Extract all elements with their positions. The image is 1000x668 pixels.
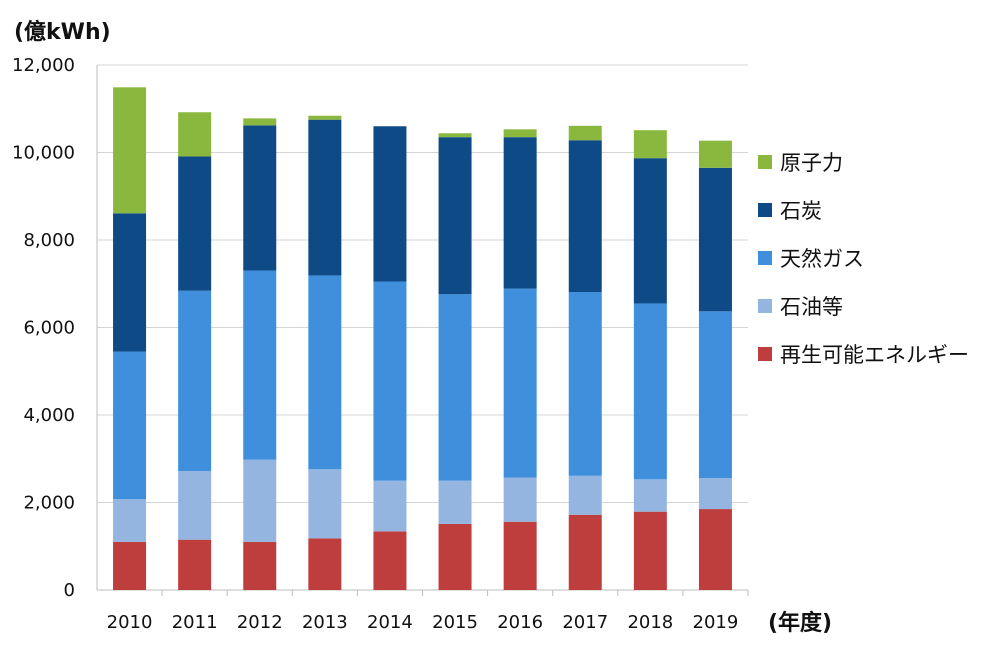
bar-segment: [438, 133, 472, 138]
bar-segment: [243, 118, 277, 126]
bar-segment: [503, 137, 537, 289]
bar-segment: [438, 480, 472, 524]
y-tick-label: 10,000: [12, 143, 75, 164]
bar-segment: [178, 471, 212, 540]
bar-segment: [113, 87, 147, 214]
y-tick-label: 2,000: [23, 493, 75, 514]
bar-segment: [373, 480, 407, 532]
bar-segment: [113, 351, 147, 499]
bar-segment: [698, 167, 732, 312]
x-tick-label: 2019: [693, 612, 739, 633]
bar-segment: [633, 479, 667, 512]
y-tick-label: 8,000: [23, 230, 75, 251]
legend-item: 再生可能エネルギー: [758, 330, 969, 378]
legend-item: 石炭: [758, 186, 969, 234]
bar-segment: [698, 478, 732, 510]
bar-segment: [308, 275, 342, 470]
bar-segment: [243, 459, 277, 542]
bar-segment: [633, 303, 667, 480]
legend-label: 石炭: [780, 199, 822, 223]
x-tick-label: 2010: [107, 612, 153, 633]
x-tick-label: 2016: [497, 612, 543, 633]
bar-segment: [178, 290, 212, 471]
bar-segment: [568, 140, 602, 293]
bar-segment: [438, 137, 472, 295]
bar-segment: [568, 514, 602, 590]
legend-label: 再生可能エネルギー: [780, 343, 969, 367]
bar-segment: [568, 125, 602, 141]
bar-segment: [633, 158, 667, 304]
bar-segment: [568, 292, 602, 476]
bar-segment: [308, 469, 342, 539]
bar-segment: [308, 115, 342, 120]
bar-segment: [308, 538, 342, 590]
legend-swatch: [758, 251, 772, 265]
legend-label: 原子力: [780, 151, 843, 175]
bar-segment: [698, 509, 732, 590]
bar-segment: [438, 294, 472, 481]
legend-item: 原子力: [758, 138, 969, 186]
bar-segment: [113, 541, 147, 590]
bar-segment: [113, 499, 147, 542]
x-tick-label: 2013: [302, 612, 348, 633]
x-tick-label: 2015: [432, 612, 478, 633]
bar-segment: [308, 119, 342, 276]
bar-segment: [698, 140, 732, 168]
x-tick-label: 2018: [627, 612, 673, 633]
bar-segment: [503, 477, 537, 522]
bar-segment: [113, 213, 147, 352]
legend-item: 天然ガス: [758, 234, 969, 282]
legend-swatch: [758, 347, 772, 361]
x-axis-unit-label: (年度): [768, 611, 833, 636]
legend-item: 石油等: [758, 282, 969, 330]
bar-segment: [178, 112, 212, 157]
legend-swatch: [758, 299, 772, 313]
legend-swatch: [758, 155, 772, 169]
bar-segment: [633, 511, 667, 590]
bar-segment: [243, 541, 277, 590]
y-tick-label: 12,000: [12, 55, 75, 76]
bar-segment: [503, 288, 537, 478]
bar-segment: [373, 281, 407, 481]
bar-segment: [503, 129, 537, 138]
bar-segment: [698, 311, 732, 478]
legend: 原子力石炭天然ガス石油等再生可能エネルギー: [758, 138, 969, 378]
legend-swatch: [758, 203, 772, 217]
x-tick-label: 2012: [237, 612, 283, 633]
x-tick-label: 2014: [367, 612, 413, 633]
bar-segment: [243, 270, 277, 460]
bar-segment: [178, 156, 212, 291]
legend-label: 石油等: [780, 295, 843, 319]
bar-segment: [373, 531, 407, 590]
legend-label: 天然ガス: [780, 247, 864, 271]
y-tick-label: 6,000: [23, 318, 75, 339]
x-tick-label: 2017: [562, 612, 608, 633]
bar-segment: [373, 126, 407, 282]
bar-segment: [243, 125, 277, 271]
bar-segment: [633, 130, 667, 159]
x-tick-label: 2011: [172, 612, 218, 633]
bar-segment: [178, 539, 212, 590]
y-tick-label: 0: [64, 580, 75, 601]
bar-segment: [438, 523, 472, 590]
bar-segment: [503, 521, 537, 590]
y-axis-unit-label: (億kWh): [14, 20, 111, 45]
bar-segment: [568, 475, 602, 515]
y-tick-label: 4,000: [23, 405, 75, 426]
